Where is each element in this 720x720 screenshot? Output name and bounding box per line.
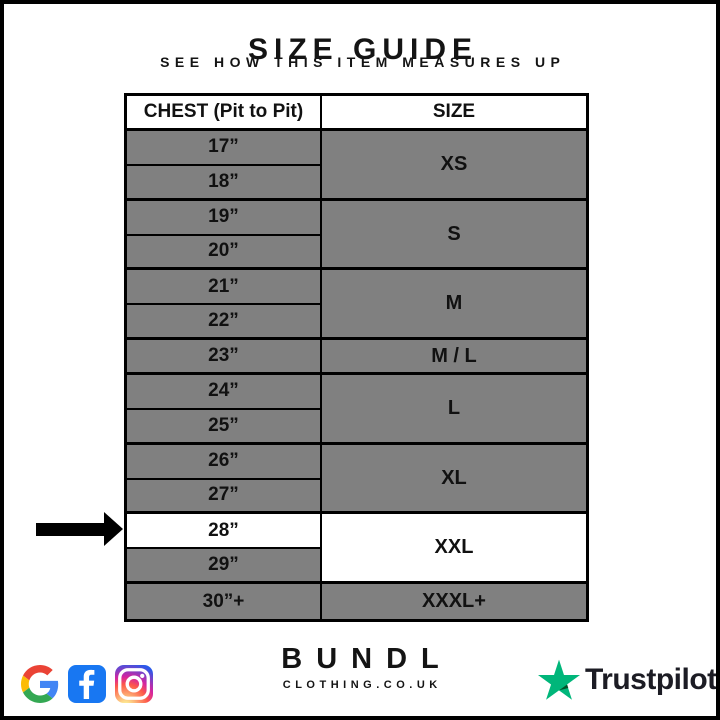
chest-cell: 20” [127,235,322,271]
chest-cell: 19” [127,200,322,236]
brand-logo: BUNDL CLOTHING.CO.UK [0,645,720,692]
brand-domain: CLOTHING.CO.UK [0,679,720,691]
size-cell: S [322,200,586,271]
chest-cell: 21” [127,270,322,306]
chest-cell: 28” [127,514,322,550]
google-icon[interactable] [21,665,59,703]
brand-domain-text: CLOTHING.CO.UK [282,679,442,691]
size-cell: XL [322,444,586,515]
brand-name-text: BUNDL [281,643,453,675]
chest-column-header: CHEST (Pit to Pit) [127,96,322,131]
facebook-icon[interactable] [68,665,106,703]
size-cell: M [322,270,586,341]
trustpilot-star-icon [538,659,580,700]
page-title-text: SIZE GUIDE [247,33,479,67]
chest-cell: 27” [127,479,322,515]
chest-cell: 24” [127,375,322,410]
chest-cell: 22” [127,305,322,341]
chest-cell: 30”+ [127,584,322,619]
arrow-shaft [36,523,105,536]
trustpilot-label: Trustpilot [585,663,717,696]
size-cell: XXL [322,514,586,585]
size-cell: M / L [322,340,586,375]
arrow-right-icon [104,512,123,546]
size-cell: XS [322,131,586,201]
chest-cell: 26” [127,444,322,480]
instagram-icon[interactable] [115,665,153,703]
brand-name: BUNDL [0,645,720,674]
chest-cell: 17” [127,131,322,166]
page-subtitle-text: SEE HOW THIS ITEM MEASURES UP [160,54,566,70]
trustpilot-logo[interactable]: Trustpilot [538,659,717,701]
instagram-camera-glyph [118,668,150,700]
page-subtitle: SEE HOW THIS ITEM MEASURES UP [0,54,720,70]
google-g-glyph [21,665,59,703]
size-column-header: SIZE [322,96,586,131]
chest-cell: 29” [127,549,322,585]
size-cell: XXXL+ [322,584,586,619]
size-guide-table: CHEST (Pit to Pit) SIZE 17” XS 18” 19” S 20” 2… [124,93,589,622]
chest-cell: 23” [127,340,322,375]
facebook-f-glyph [79,669,95,700]
page-title: SIZE GUIDE [0,33,720,67]
size-cell: L [322,375,586,445]
chest-cell: 25” [127,409,322,445]
chest-cell: 18” [127,165,322,201]
social-icons [21,665,153,703]
